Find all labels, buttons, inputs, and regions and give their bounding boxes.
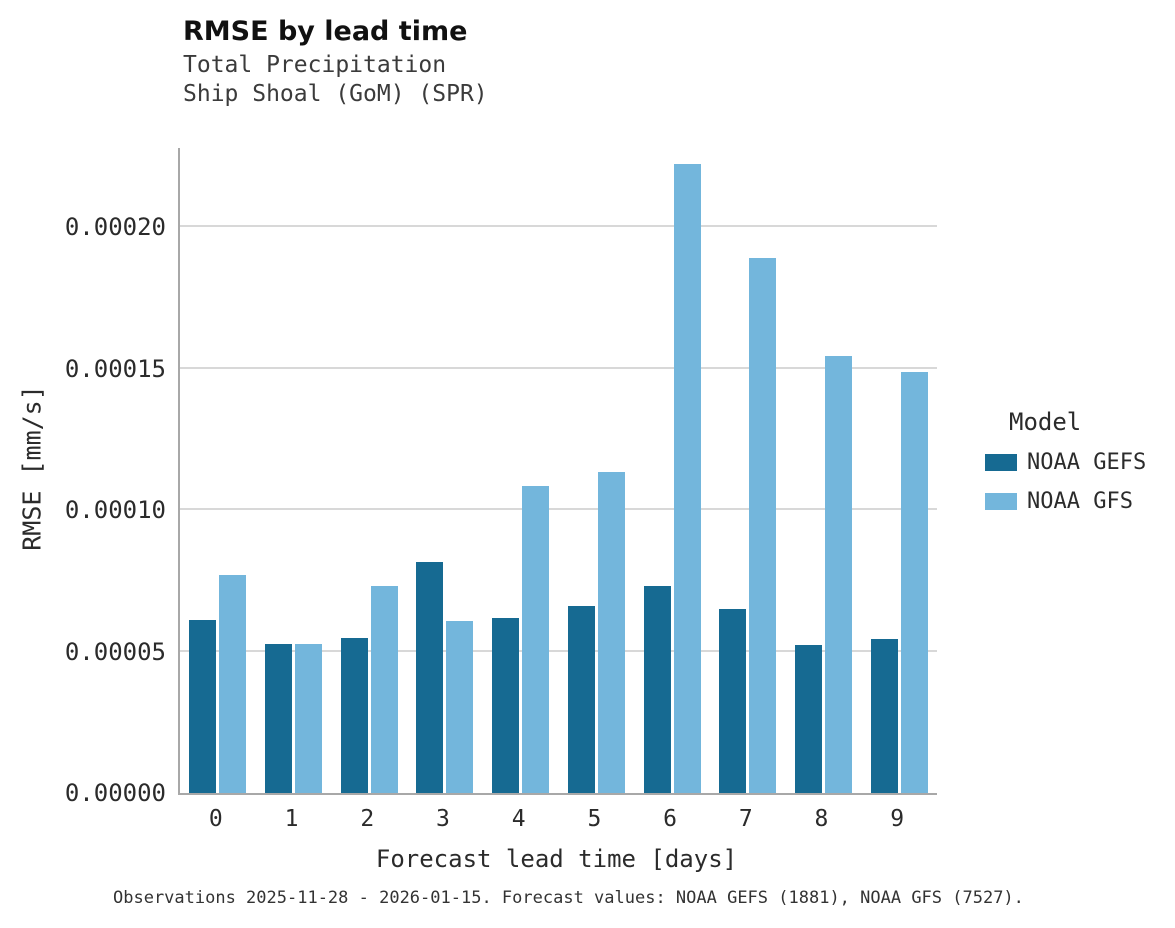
bar-noaa-gfs [749,258,777,793]
bar-group-3 [407,148,483,793]
x-tick-label: 2 [360,806,375,832]
gridline [180,366,937,369]
legend-entries: NOAA GEFS NOAA GFS [985,450,1146,514]
x-tick-label: 0 [208,806,223,832]
gridline [180,649,937,652]
y-tick-label: 0.00005 [64,637,166,666]
bar-noaa-gfs [446,621,474,793]
bar-noaa-gefs [265,643,293,793]
bar-noaa-gfs [219,575,247,793]
y-tick-label: 0.00010 [64,496,166,525]
bar-groups [180,148,937,793]
x-tick-label: 4 [511,806,526,832]
y-tick-label: 0.00015 [64,354,166,383]
bar-noaa-gefs [492,618,520,793]
legend-label: NOAA GEFS [1027,450,1147,475]
x-axis-title: Forecast lead time [days] [375,845,738,873]
plot-area [178,148,937,795]
bar-noaa-gfs [370,585,398,793]
bar-noaa-gefs [416,561,444,793]
bar-group-5 [559,148,635,793]
bar-noaa-gefs [643,585,671,793]
x-tick-label: 3 [436,806,450,832]
x-tick-label: 5 [587,806,602,832]
legend-title: Model [1009,408,1082,436]
bar-noaa-gefs [794,645,822,793]
x-tick-label: 6 [663,806,677,832]
bar-group-8 [786,148,862,793]
bar-group-6 [634,148,710,793]
bar-noaa-gefs [567,605,595,793]
bar-noaa-gfs [597,471,625,793]
legend: Model NOAA GEFS NOAA GFS [985,408,1146,514]
bar-group-9 [861,148,937,793]
y-tick-label: 0.00000 [64,779,166,807]
x-tick-label: 9 [890,806,905,832]
bar-noaa-gefs [189,619,217,793]
y-tick-label: 0.00020 [64,213,166,242]
bar-noaa-gefs [719,608,747,793]
bar-noaa-gfs [900,371,928,793]
bar-noaa-gfs [295,643,323,793]
y-axis-tick-labels: 0.00000 0.00005 0.00010 0.00015 0.00020 [0,148,166,807]
bar-group-2 [331,148,407,793]
bar-group-7 [710,148,786,793]
x-axis-tick-labels: 0 1 2 3 4 5 6 7 8 9 [178,806,935,832]
legend-entry: NOAA GEFS [985,450,1146,475]
chart-subtitle-variable: Total Precipitation [183,52,447,78]
legend-swatch [985,493,1017,510]
bar-noaa-gefs [340,638,368,793]
x-tick-label: 7 [738,806,753,832]
caption: Observations 2025-11-28 - 2026-01-15. Fo… [113,888,1024,908]
bar-group-4 [483,148,559,793]
legend-swatch [985,454,1017,471]
bar-group-1 [256,148,332,793]
bar-noaa-gfs [522,486,550,793]
chart-subtitle-location: Ship Shoal (GoM) (SPR) [183,81,488,107]
bar-group-0 [180,148,256,793]
bar-noaa-gfs [673,163,701,793]
legend-label: NOAA GFS [1027,489,1133,514]
gridline [180,508,937,511]
gridline [180,225,937,228]
x-tick-label: 8 [814,806,829,832]
x-tick-label: 1 [284,806,299,832]
chart-title: RMSE by lead time [183,16,468,47]
bar-noaa-gefs [870,638,898,793]
legend-entry: NOAA GFS [985,489,1146,514]
bar-noaa-gfs [824,355,852,793]
